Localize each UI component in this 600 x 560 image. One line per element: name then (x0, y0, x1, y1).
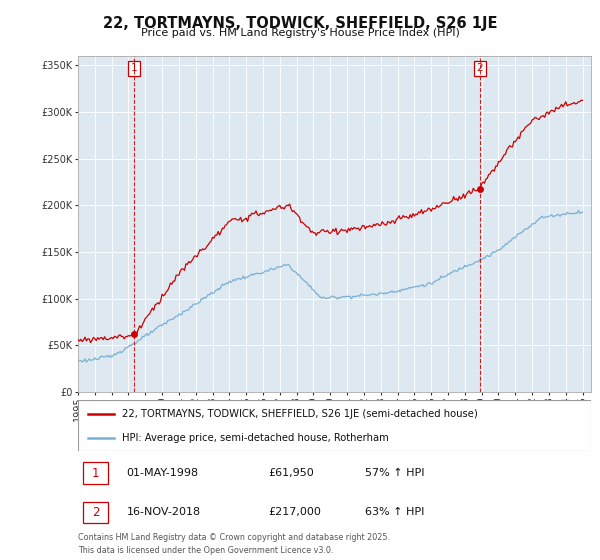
Text: £61,950: £61,950 (268, 468, 314, 478)
Text: 1: 1 (131, 63, 137, 73)
Text: 22, TORTMAYNS, TODWICK, SHEFFIELD, S26 1JE: 22, TORTMAYNS, TODWICK, SHEFFIELD, S26 1… (103, 16, 497, 31)
Text: 2: 2 (92, 506, 99, 519)
Text: 01-MAY-1998: 01-MAY-1998 (127, 468, 199, 478)
FancyBboxPatch shape (83, 462, 108, 484)
Text: Price paid vs. HM Land Registry's House Price Index (HPI): Price paid vs. HM Land Registry's House … (140, 28, 460, 38)
Text: 63% ↑ HPI: 63% ↑ HPI (365, 507, 425, 517)
Text: 2: 2 (476, 63, 483, 73)
Text: 16-NOV-2018: 16-NOV-2018 (127, 507, 201, 517)
FancyBboxPatch shape (83, 502, 108, 524)
FancyBboxPatch shape (78, 400, 591, 451)
Text: Contains HM Land Registry data © Crown copyright and database right 2025.
This d: Contains HM Land Registry data © Crown c… (78, 533, 390, 554)
Text: 57% ↑ HPI: 57% ↑ HPI (365, 468, 425, 478)
Text: £217,000: £217,000 (268, 507, 320, 517)
Text: 22, TORTMAYNS, TODWICK, SHEFFIELD, S26 1JE (semi-detached house): 22, TORTMAYNS, TODWICK, SHEFFIELD, S26 1… (122, 409, 478, 419)
Text: 1: 1 (92, 466, 99, 480)
Text: HPI: Average price, semi-detached house, Rotherham: HPI: Average price, semi-detached house,… (122, 433, 388, 443)
